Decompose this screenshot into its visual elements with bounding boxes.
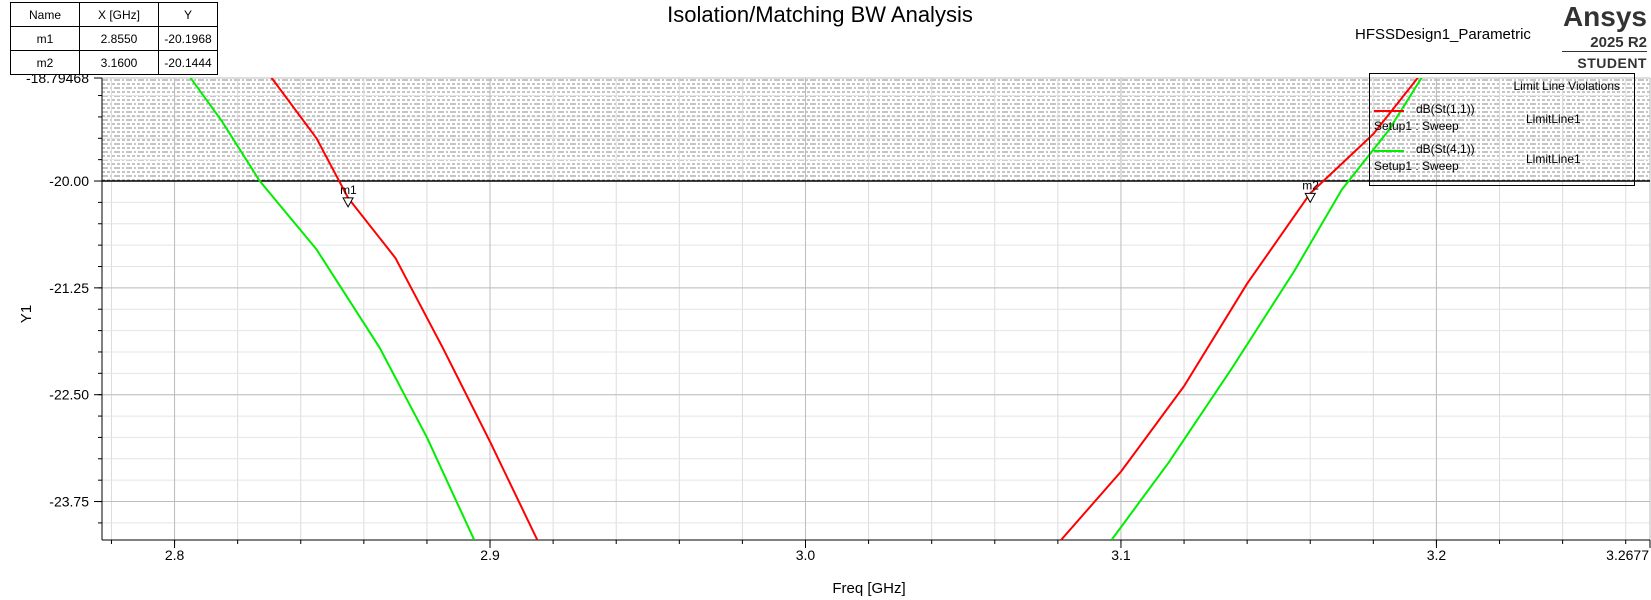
marker-label: m2 <box>1302 178 1319 192</box>
marker-header-name: Name <box>10 2 80 27</box>
marker-label: m1 <box>340 183 357 197</box>
design-label: HFSSDesign1_Parametric <box>1355 26 1531 43</box>
series-line-s41-branch-2 <box>1110 78 1423 540</box>
x-tick-label: 3.1 <box>1111 547 1131 563</box>
x-tick-label: 3.2 <box>1427 547 1447 563</box>
marker-table-header: Name X [GHz] Y <box>10 2 218 27</box>
marker-row[interactable]: m2 3.1600 -20.1444 <box>10 50 218 75</box>
marker-cell-y: -20.1444 <box>158 50 218 75</box>
legend-limit-s11: LimitLine1 <box>1526 112 1581 126</box>
legend-setup-s11: Setup1 : Sweep <box>1374 119 1459 133</box>
series-line-s11-branch-2 <box>1060 78 1419 540</box>
x-tick-label: 3.0 <box>796 547 816 563</box>
marker-row[interactable]: m1 2.8550 -20.1968 <box>10 26 218 51</box>
x-axis-label: Freq [GHz] <box>832 580 905 597</box>
marker-cell-x: 2.8550 <box>79 26 159 51</box>
legend-limit-s41: LimitLine1 <box>1526 152 1581 166</box>
x-tick-label: 3.2677 <box>1606 547 1649 563</box>
marker-cell-y: -20.1968 <box>158 26 218 51</box>
y-tick-label: -21.25 <box>49 280 89 296</box>
y-axis-label: Y1 <box>18 305 35 323</box>
marker-cell-name: m1 <box>10 26 80 51</box>
brand-name: Ansys <box>1562 1 1647 32</box>
x-tick-label: 2.8 <box>165 547 185 563</box>
marker-header-y: Y <box>158 2 218 27</box>
chart-legend[interactable]: Limit Line Violations dB(St(1,1)) Setup1… <box>1369 73 1635 186</box>
y-tick-label: -23.75 <box>49 494 89 510</box>
brand-edition: STUDENT <box>1577 55 1647 71</box>
marker-cell-x: 3.1600 <box>79 50 159 75</box>
brand-version: 2025 R2 <box>1562 34 1647 52</box>
series-group <box>189 78 1423 540</box>
legend-setup-s41: Setup1 : Sweep <box>1374 159 1459 173</box>
brand-logo: Ansys 2025 R2 STUDENT <box>1562 0 1647 74</box>
legend-label-s11: dB(St(1,1)) <box>1416 102 1475 116</box>
x-tick-label: 2.9 <box>480 547 500 563</box>
marker-cell-name: m2 <box>10 50 80 75</box>
legend-swatch-s11 <box>1374 110 1404 112</box>
y-tick-label: -22.50 <box>49 387 89 403</box>
y-tick-label: -20.00 <box>49 173 89 189</box>
marker-header-x: X [GHz] <box>79 2 159 27</box>
series-line-s11-branch-1 <box>270 78 539 540</box>
legend-header: Limit Line Violations <box>1513 79 1620 93</box>
chart-title: Isolation/Matching BW Analysis <box>667 2 973 27</box>
series-line-s41-branch-1 <box>189 78 476 540</box>
marker-table[interactable]: Name X [GHz] Y m1 2.8550 -20.1968 m2 3.1… <box>10 2 218 75</box>
legend-swatch-s41 <box>1374 150 1404 152</box>
marker-triangle <box>342 197 354 208</box>
legend-label-s41: dB(St(4,1)) <box>1416 142 1475 156</box>
marker-triangle <box>1304 192 1317 204</box>
